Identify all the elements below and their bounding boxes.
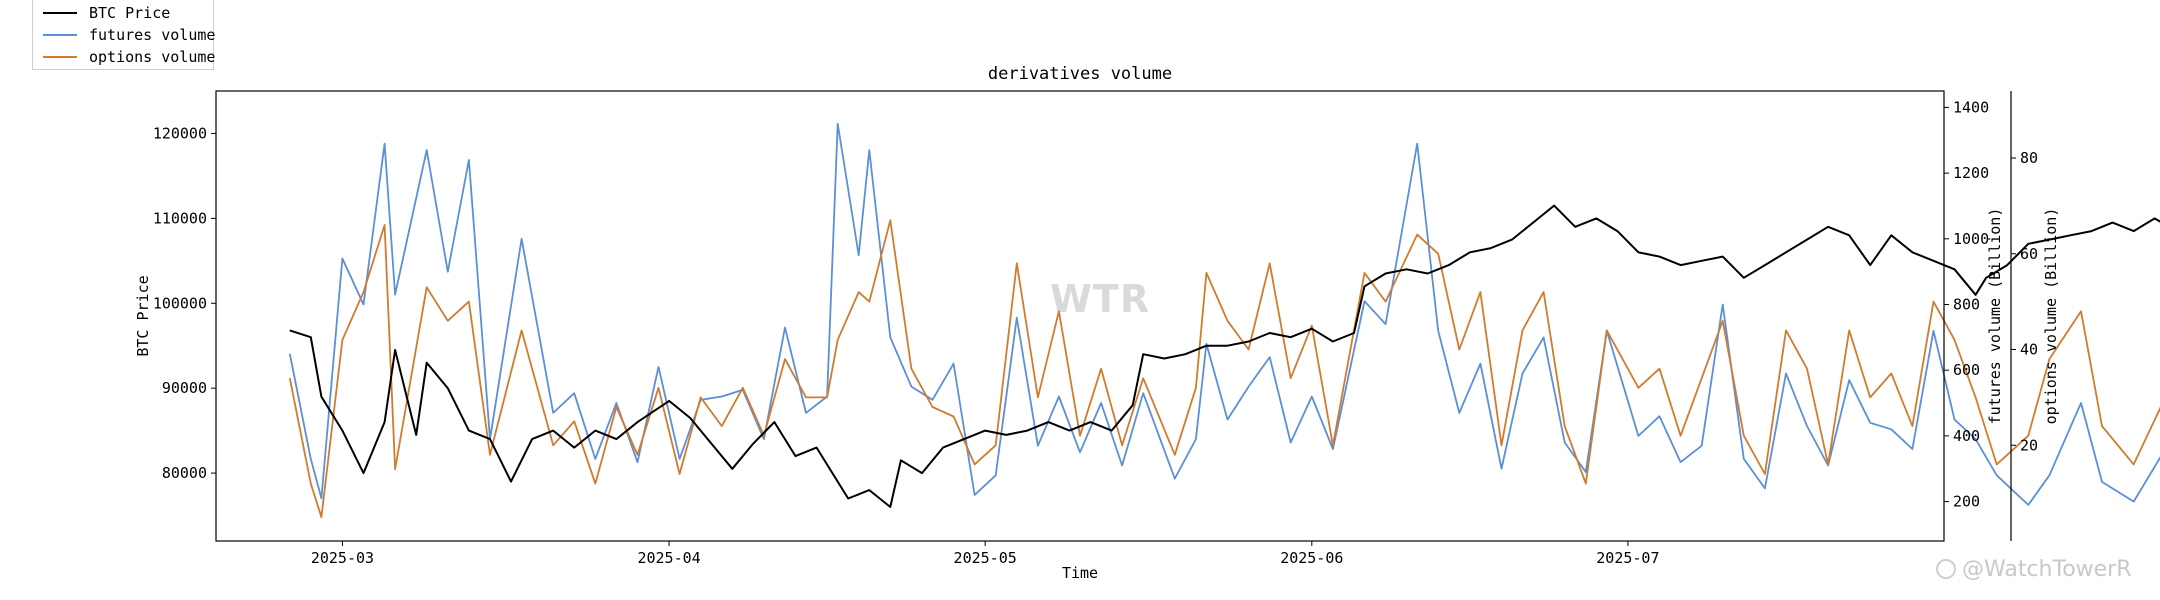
chart-legend: BTC Price futures volume options volume (32, 0, 215, 70)
right-axis-1-ticks: 200 400 600 800 1000 1200 1400 (1944, 98, 1989, 511)
y-tick-label: 60 (2020, 245, 2038, 263)
y-tick-label: 80 (2020, 149, 2038, 167)
legend-item-options-volume: options volume (43, 47, 215, 67)
y-tick-label: 90000 (162, 379, 207, 397)
plot-frame (215, 90, 1945, 542)
legend-label-btc-price: BTC Price (89, 4, 171, 22)
right-axis-2-ticks: 20 40 60 80 (2011, 149, 2038, 454)
series-layer (288, 122, 2160, 518)
right-axis-1-label: futures volume (Billion) (1986, 208, 2004, 425)
y-tick-label: 40 (2020, 341, 2038, 359)
y-tick-label: 1000 (1953, 230, 1989, 248)
legend-item-futures-volume: futures volume (43, 25, 215, 45)
legend-label-futures-volume: futures volume (89, 26, 216, 44)
x-tick-label: 2025-03 (311, 549, 374, 567)
watermark-logo: WTR (1050, 277, 1151, 321)
left-axis-label: BTC Price (134, 275, 152, 356)
y-tick-label: 200 (1953, 493, 1980, 511)
weibo-icon (1936, 559, 1956, 579)
y-tick-label: 120000 (153, 124, 207, 142)
y-tick-label: 20 (2020, 436, 2038, 454)
y-tick-label: 1200 (1953, 164, 1989, 182)
y-tick-label: 800 (1953, 296, 1980, 314)
legend-swatch-options-volume (43, 56, 77, 58)
series-line-options-volume (288, 219, 2160, 518)
legend-item-btc-price: BTC Price (43, 3, 170, 23)
y-tick-label: 600 (1953, 361, 1980, 379)
y-tick-label: 100000 (153, 294, 207, 312)
left-axis-ticks: 80000 90000 100000 110000 120000 (153, 124, 216, 482)
credit-watermark: @WatchTowerR (1936, 557, 2132, 582)
x-tick-label: 2025-06 (1280, 549, 1343, 567)
legend-swatch-btc-price (43, 12, 77, 14)
right-axis-2-label: options volume (Billion) (2042, 208, 2060, 425)
series-line-btc-price (289, 204, 2160, 508)
y-tick-label: 400 (1953, 427, 1980, 445)
legend-swatch-futures-volume (43, 34, 77, 36)
x-axis-label: Time (1062, 564, 1098, 582)
chart-title: derivatives volume (988, 64, 1172, 84)
y-tick-label: 110000 (153, 209, 207, 227)
x-tick-label: 2025-07 (1596, 549, 1659, 567)
x-tick-label: 2025-05 (954, 549, 1017, 567)
y-tick-label: 80000 (162, 464, 207, 482)
x-tick-label: 2025-04 (637, 549, 700, 567)
credit-text: @WatchTowerR (1962, 557, 2132, 582)
x-axis-ticks: 2025-03 2025-04 2025-05 2025-06 2025-07 (311, 541, 1660, 567)
legend-label-options-volume: options volume (89, 48, 216, 66)
y-tick-label: 1400 (1953, 98, 1989, 116)
